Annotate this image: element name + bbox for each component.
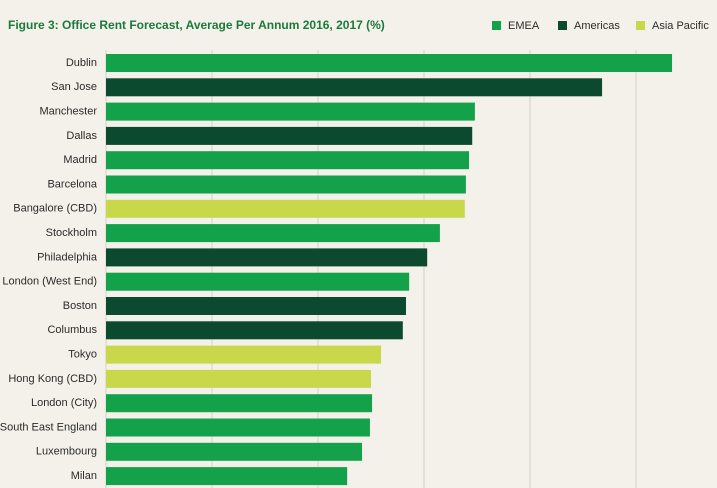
bar [106, 248, 428, 267]
y-tick-label: Boston [63, 300, 97, 312]
legend-swatch [492, 21, 501, 30]
chart-title: Figure 3: Office Rent Forecast, Average … [8, 18, 385, 32]
bar [106, 224, 440, 243]
bar [106, 272, 410, 291]
bar [106, 394, 373, 413]
bar [106, 54, 673, 72]
y-tick-label: Philadelphia [37, 251, 98, 263]
legend-swatch [636, 21, 645, 30]
bar [106, 369, 371, 388]
y-tick-label: London (West End) [2, 276, 97, 288]
bar [106, 151, 470, 170]
legend-label: EMEA [508, 20, 540, 32]
y-tick-label: London (City) [31, 397, 97, 409]
legend-swatch [558, 21, 567, 30]
bar [106, 442, 362, 461]
bar [106, 345, 382, 364]
bar [106, 199, 465, 218]
bar [106, 126, 473, 145]
bar [106, 78, 603, 97]
y-tick-label: Milan [71, 470, 97, 482]
y-tick-label: Luxembourg [36, 446, 97, 458]
bar [106, 418, 370, 437]
y-tick-label: Dublin [66, 57, 97, 69]
y-tick-label: Barcelona [47, 178, 97, 190]
bar [106, 175, 466, 194]
y-tick-label: Columbus [47, 324, 97, 336]
y-tick-label: South East England [0, 421, 97, 433]
bar [106, 102, 475, 121]
y-tick-label: Hong Kong (CBD) [8, 373, 97, 385]
y-tick-label: Tokyo [68, 349, 97, 361]
y-tick-label: Dallas [66, 130, 97, 142]
bar [106, 467, 348, 486]
legend-label: Asia Pacific [652, 20, 709, 32]
y-tick-label: San Jose [51, 81, 97, 93]
bar [106, 321, 403, 340]
bar [106, 297, 406, 315]
y-tick-label: Madrid [63, 154, 97, 166]
y-tick-label: Bangalore (CBD) [13, 203, 97, 215]
legend-label: Americas [574, 20, 620, 32]
y-tick-label: Stockholm [46, 227, 97, 239]
y-tick-label: Manchester [40, 106, 98, 118]
